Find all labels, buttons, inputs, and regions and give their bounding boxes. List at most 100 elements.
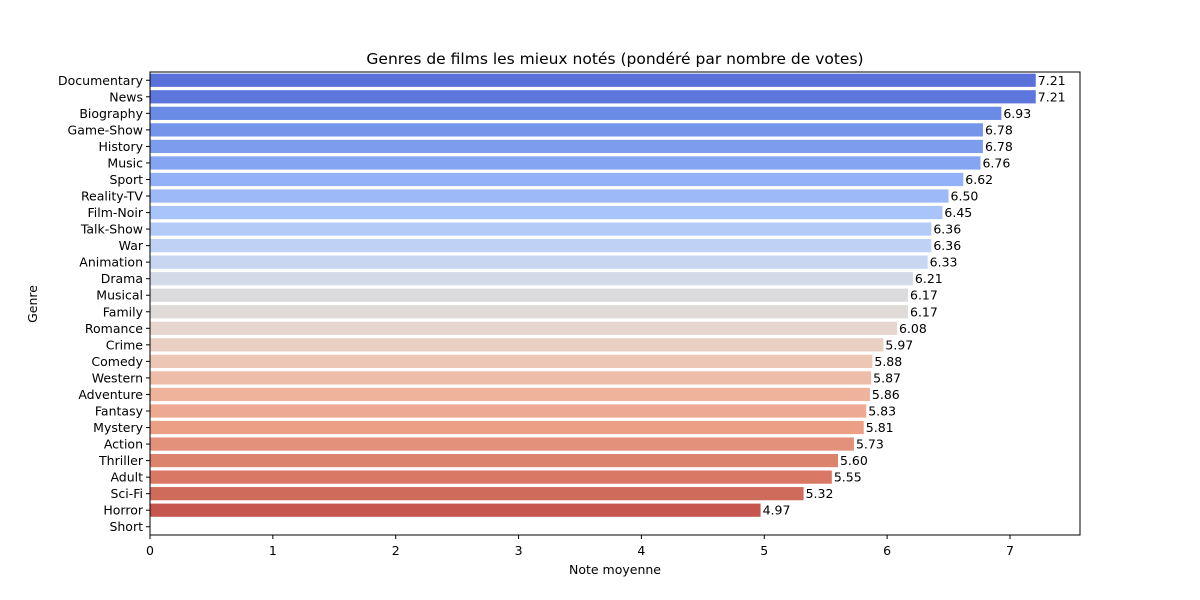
y-tick-label-thriller: Thriller	[98, 453, 144, 468]
data-label-documentary: 7.21	[1038, 73, 1066, 88]
x-tick-label-3: 3	[515, 543, 523, 558]
y-tick-label-sci-fi: Sci-Fi	[110, 486, 143, 501]
y-tick-label-music: Music	[107, 155, 143, 170]
data-label-animation: 6.33	[930, 255, 958, 270]
y-tick-label-crime: Crime	[106, 337, 144, 352]
x-axis: 0 1 2 3 4 5 6 7	[146, 535, 1014, 558]
bar-news	[150, 90, 1036, 104]
y-tick-label-fantasy: Fantasy	[95, 403, 144, 418]
x-axis-title: Note moyenne	[569, 562, 661, 577]
data-label-adult: 5.55	[834, 470, 862, 485]
bar-adventure	[150, 387, 870, 402]
bar-animation	[150, 255, 928, 269]
data-label-talk-show: 6.36	[933, 222, 961, 237]
bar-thriller	[150, 453, 838, 468]
bar-documentary	[150, 73, 1036, 87]
bar-crime	[150, 338, 884, 352]
bar-comedy	[150, 354, 873, 368]
x-tick-label-1: 1	[269, 543, 277, 558]
y-tick-label-family: Family	[103, 304, 144, 319]
y-tick-label-history: History	[99, 139, 144, 154]
data-label-drama: 6.21	[915, 271, 943, 286]
x-tick-label-4: 4	[637, 543, 645, 558]
data-label-romance: 6.08	[899, 321, 927, 336]
data-label-action: 5.73	[856, 437, 884, 452]
data-label-fantasy: 5.83	[868, 403, 896, 418]
bar-horror	[150, 503, 761, 517]
plot-frame	[149, 71, 1081, 536]
x-tick-label-0: 0	[146, 543, 154, 558]
bar-war	[150, 239, 932, 253]
bar-romance	[150, 321, 897, 335]
data-label-mystery: 5.81	[866, 420, 894, 435]
x-tick-label-6: 6	[883, 543, 891, 558]
bar-talk-show	[150, 222, 932, 236]
data-label-family: 6.17	[910, 304, 938, 319]
data-label-sport: 6.62	[965, 172, 993, 187]
data-label-biography: 6.93	[1003, 106, 1031, 121]
data-label-western: 5.87	[873, 370, 901, 385]
y-tick-label-talk-show: Talk-Show	[80, 222, 143, 237]
y-tick-label-war: War	[119, 238, 144, 253]
bar-family	[150, 305, 909, 319]
bar-film-noir	[150, 205, 943, 220]
bar-action	[150, 437, 854, 451]
y-tick-label-mystery: Mystery	[93, 420, 143, 435]
bar-music	[150, 156, 981, 170]
x-tick-label-2: 2	[392, 543, 400, 558]
bar-biography	[150, 106, 1002, 120]
bar-game-show	[150, 123, 983, 137]
y-tick-label-action: Action	[104, 437, 143, 452]
data-label-adventure: 5.86	[872, 387, 900, 402]
y-tick-label-western: Western	[92, 370, 143, 385]
data-label-war: 6.36	[933, 238, 961, 253]
y-tick-label-horror: Horror	[103, 503, 143, 518]
bar-fantasy	[150, 404, 867, 418]
y-tick-label-documentary: Documentary	[58, 73, 144, 88]
data-labels-layer: 7.217.216.936.786.786.766.626.506.456.36…	[763, 73, 1066, 518]
y-tick-label-reality-tv: Reality-TV	[81, 189, 143, 204]
y-tick-label-adult: Adult	[110, 470, 143, 485]
data-label-film-noir: 6.45	[944, 205, 972, 220]
y-tick-label-drama: Drama	[101, 271, 143, 286]
data-label-crime: 5.97	[885, 337, 913, 352]
bar-reality-tv	[150, 189, 949, 203]
y-tick-label-news: News	[109, 89, 143, 104]
data-label-reality-tv: 6.50	[951, 189, 979, 204]
bar-western	[150, 371, 872, 385]
y-tick-label-game-show: Game-Show	[68, 122, 143, 137]
chart-title: Genres de films les mieux notés (pondéré…	[366, 50, 863, 68]
y-tick-label-biography: Biography	[79, 106, 143, 121]
bar-musical	[150, 288, 909, 302]
y-axis-title: Genre	[25, 285, 40, 323]
bar-sport	[150, 172, 964, 187]
data-label-game-show: 6.78	[985, 122, 1013, 137]
y-tick-label-animation: Animation	[79, 255, 143, 270]
x-tick-label-7: 7	[1006, 543, 1014, 558]
bar-history	[150, 139, 983, 154]
y-tick-label-sport: Sport	[109, 172, 143, 187]
y-tick-label-musical: Musical	[96, 288, 143, 303]
data-label-news: 7.21	[1038, 89, 1066, 104]
bar-mystery	[150, 420, 864, 435]
y-tick-label-short: Short	[109, 519, 143, 534]
bar-adult	[150, 470, 832, 484]
data-label-sci-fi: 5.32	[806, 486, 834, 501]
y-tick-label-adventure: Adventure	[78, 387, 143, 402]
data-label-history: 6.78	[985, 139, 1013, 154]
y-tick-label-romance: Romance	[85, 321, 143, 336]
bar-drama	[150, 272, 913, 286]
data-label-music: 6.76	[982, 155, 1010, 170]
y-tick-label-film-noir: Film-Noir	[87, 205, 143, 220]
bar-sci-fi	[150, 487, 804, 501]
x-tick-label-5: 5	[760, 543, 768, 558]
y-tick-label-comedy: Comedy	[91, 354, 143, 369]
data-label-horror: 4.97	[763, 503, 791, 518]
data-label-musical: 6.17	[910, 288, 938, 303]
data-label-thriller: 5.60	[840, 453, 868, 468]
data-label-comedy: 5.88	[874, 354, 902, 369]
bars-layer	[150, 73, 1036, 517]
